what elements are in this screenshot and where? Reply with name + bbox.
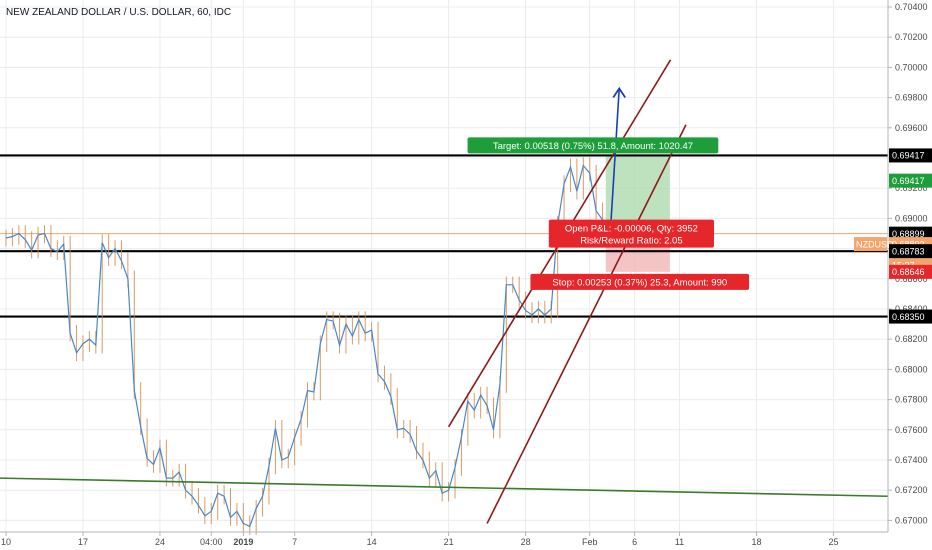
- x-tick-label: 17: [78, 537, 88, 547]
- x-tick-label: 25: [828, 537, 838, 547]
- projection-arrow[interactable]: [609, 88, 621, 234]
- price-tag: 0.69417: [892, 151, 925, 161]
- x-tick-label: 21: [444, 537, 454, 547]
- price-tag-bg: [889, 264, 932, 279]
- y-tick-label: 0.68200: [895, 334, 928, 344]
- trendline[interactable]: [0, 477, 889, 498]
- x-tick-label: 24: [155, 537, 165, 547]
- price-tag: 0.69417: [892, 176, 925, 186]
- y-tick-label: 0.69600: [895, 123, 928, 133]
- y-tick-label: 0.67200: [895, 485, 928, 495]
- price-series: [5, 157, 604, 535]
- horizontal-levels: [0, 154, 888, 318]
- y-tick-label: 0.68000: [895, 364, 928, 374]
- x-tick-label: 6: [632, 537, 637, 547]
- grid: [0, 0, 888, 532]
- y-tick-label: 0.70200: [895, 32, 928, 42]
- y-tick-label: 0.67400: [895, 455, 928, 465]
- y-tick-label: 0.70000: [895, 62, 928, 72]
- arrow-head: [612, 86, 626, 99]
- x-tick-label: 7: [292, 537, 297, 547]
- symbol-tag: NZDUSD: [856, 239, 894, 249]
- y-tick-label: 0.67600: [895, 425, 928, 435]
- price-tags: 0.694170.694170.688990.68893NZDUSD15:270…: [854, 148, 932, 324]
- symbol-tag-bg: [854, 237, 887, 252]
- stop-label-bg: [530, 273, 750, 290]
- y-tick-label: 0.67000: [895, 515, 928, 525]
- target-label: Target: 0.00518 (0.75%) 51.8, Amount: 10…: [493, 141, 693, 152]
- y-tick-label: 0.69200: [895, 183, 928, 193]
- channel-lower-line[interactable]: [486, 124, 687, 524]
- price-tag: 0.68783: [892, 246, 925, 256]
- x-tick-label: 10: [1, 537, 11, 547]
- x-tick-label: Feb: [582, 537, 598, 547]
- x-tick-label: 2019: [233, 537, 253, 547]
- x-tick-label: 18: [751, 537, 761, 547]
- position-zones: [605, 155, 670, 272]
- y-tick-label: 0.68400: [895, 304, 928, 314]
- price-tag: 0.68899: [892, 229, 925, 239]
- y-tick-label: 0.69800: [895, 93, 928, 103]
- y-tick-label: 0.69000: [895, 213, 928, 223]
- price-tag-bg: [889, 309, 932, 324]
- target-label-bg: [467, 137, 719, 154]
- x-tick-label: 14: [367, 537, 377, 547]
- open-pnl-bg: [548, 219, 714, 248]
- y-tick-label: 0.70400: [895, 2, 928, 12]
- price-line: [5, 164, 604, 528]
- x-tick-label: 04:00: [200, 537, 223, 547]
- chart-title: NEW ZEALAND DOLLAR / U.S. DOLLAR, 60, ID…: [6, 7, 231, 18]
- position-labels: Target: 0.00518 (0.75%) 51.8, Amount: 10…: [467, 137, 750, 290]
- drawings: [0, 59, 889, 524]
- price-tag-bg: [889, 148, 932, 163]
- risk-reward-label: Risk/Reward Ratio: 2.05: [580, 236, 682, 247]
- price-tag-bg: [889, 173, 932, 188]
- price-tag: 0.68350: [892, 312, 925, 322]
- y-tick-label: 0.67800: [895, 395, 928, 405]
- open-pnl-label: Open P&L: -0.00006, Qty: 3952: [565, 224, 698, 235]
- price-tag-bg: [889, 244, 932, 259]
- x-tick-label: 28: [521, 537, 531, 547]
- stop-label: Stop: 0.00253 (0.37%) 25.3, Amount: 990: [552, 277, 727, 288]
- x-tick-label: 11: [675, 537, 684, 547]
- price-tag: 0.68646: [892, 267, 925, 277]
